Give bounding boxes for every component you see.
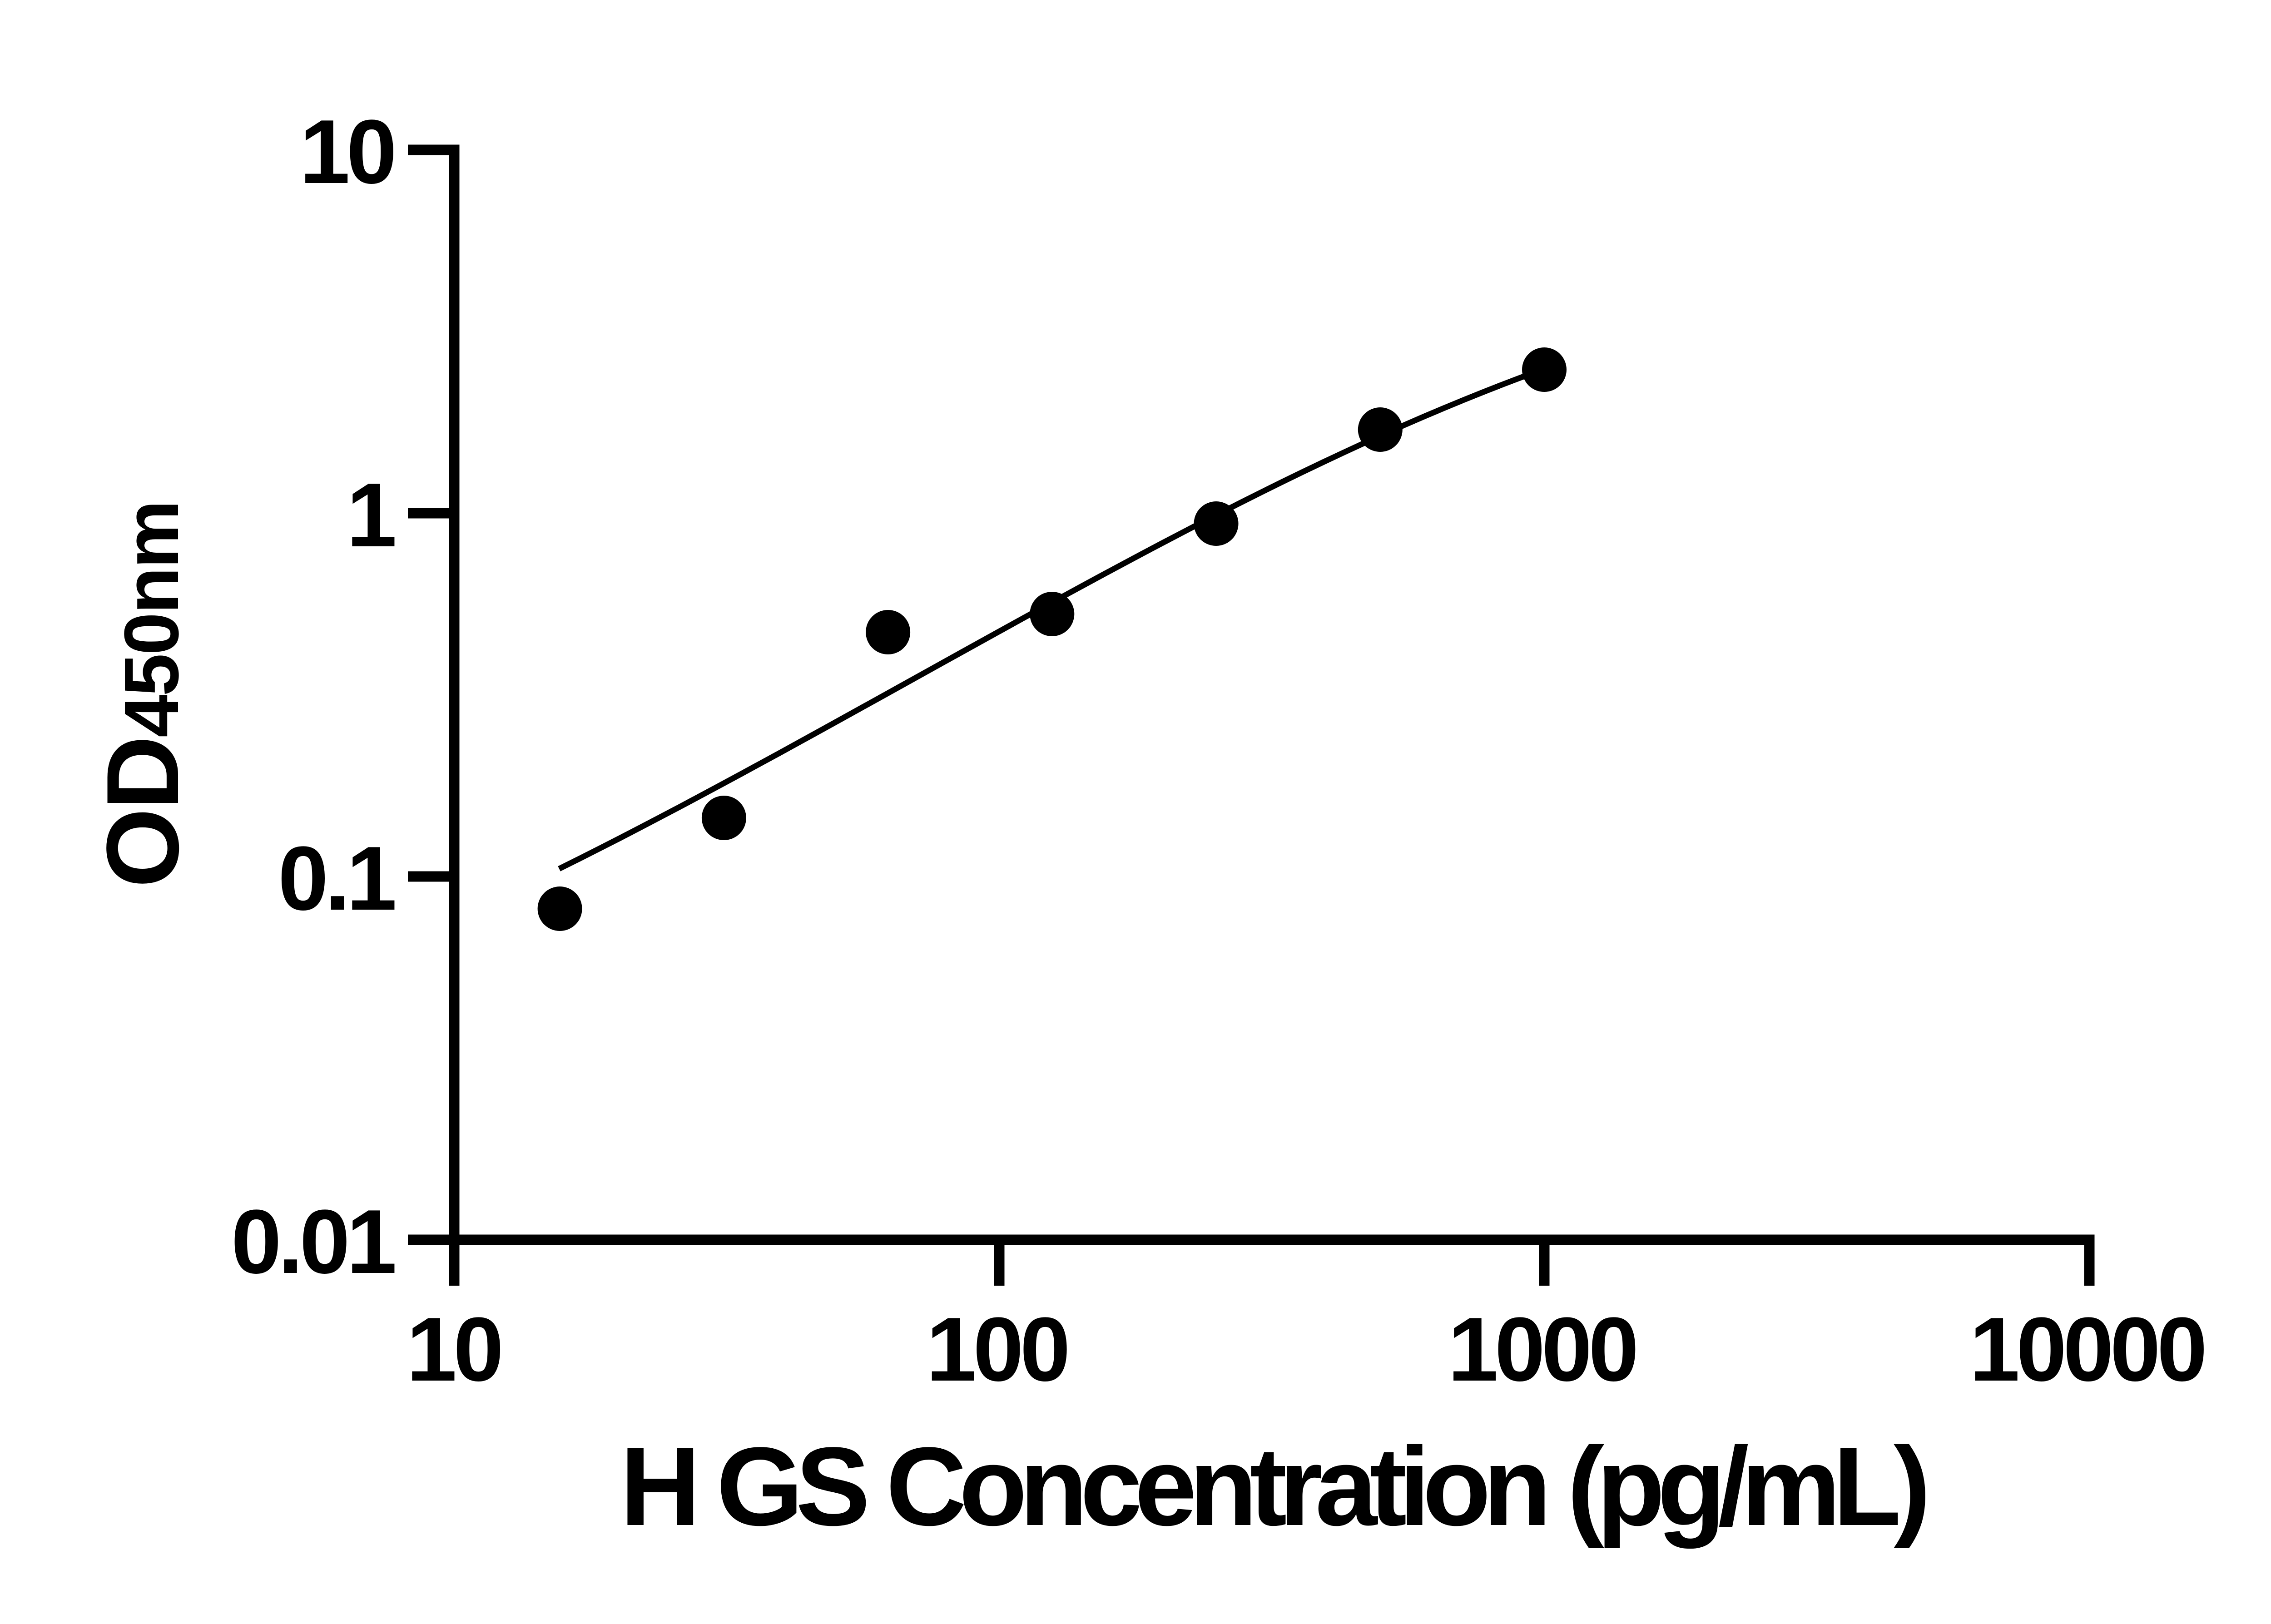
svg-text:0.01: 0.01 — [231, 1191, 395, 1292]
svg-text:OD450nm: OD450nm — [85, 500, 200, 888]
svg-text:H GS Concentration (pg/mL): H GS Concentration (pg/mL) — [620, 1424, 1931, 1549]
svg-text:10: 10 — [300, 101, 394, 203]
svg-text:1000: 1000 — [1448, 1299, 1636, 1400]
svg-text:10: 10 — [407, 1299, 501, 1400]
svg-text:1: 1 — [347, 465, 395, 566]
svg-text:0.1: 0.1 — [278, 828, 395, 929]
svg-text:10000: 10000 — [1969, 1299, 2204, 1400]
svg-text:100: 100 — [926, 1299, 1067, 1400]
